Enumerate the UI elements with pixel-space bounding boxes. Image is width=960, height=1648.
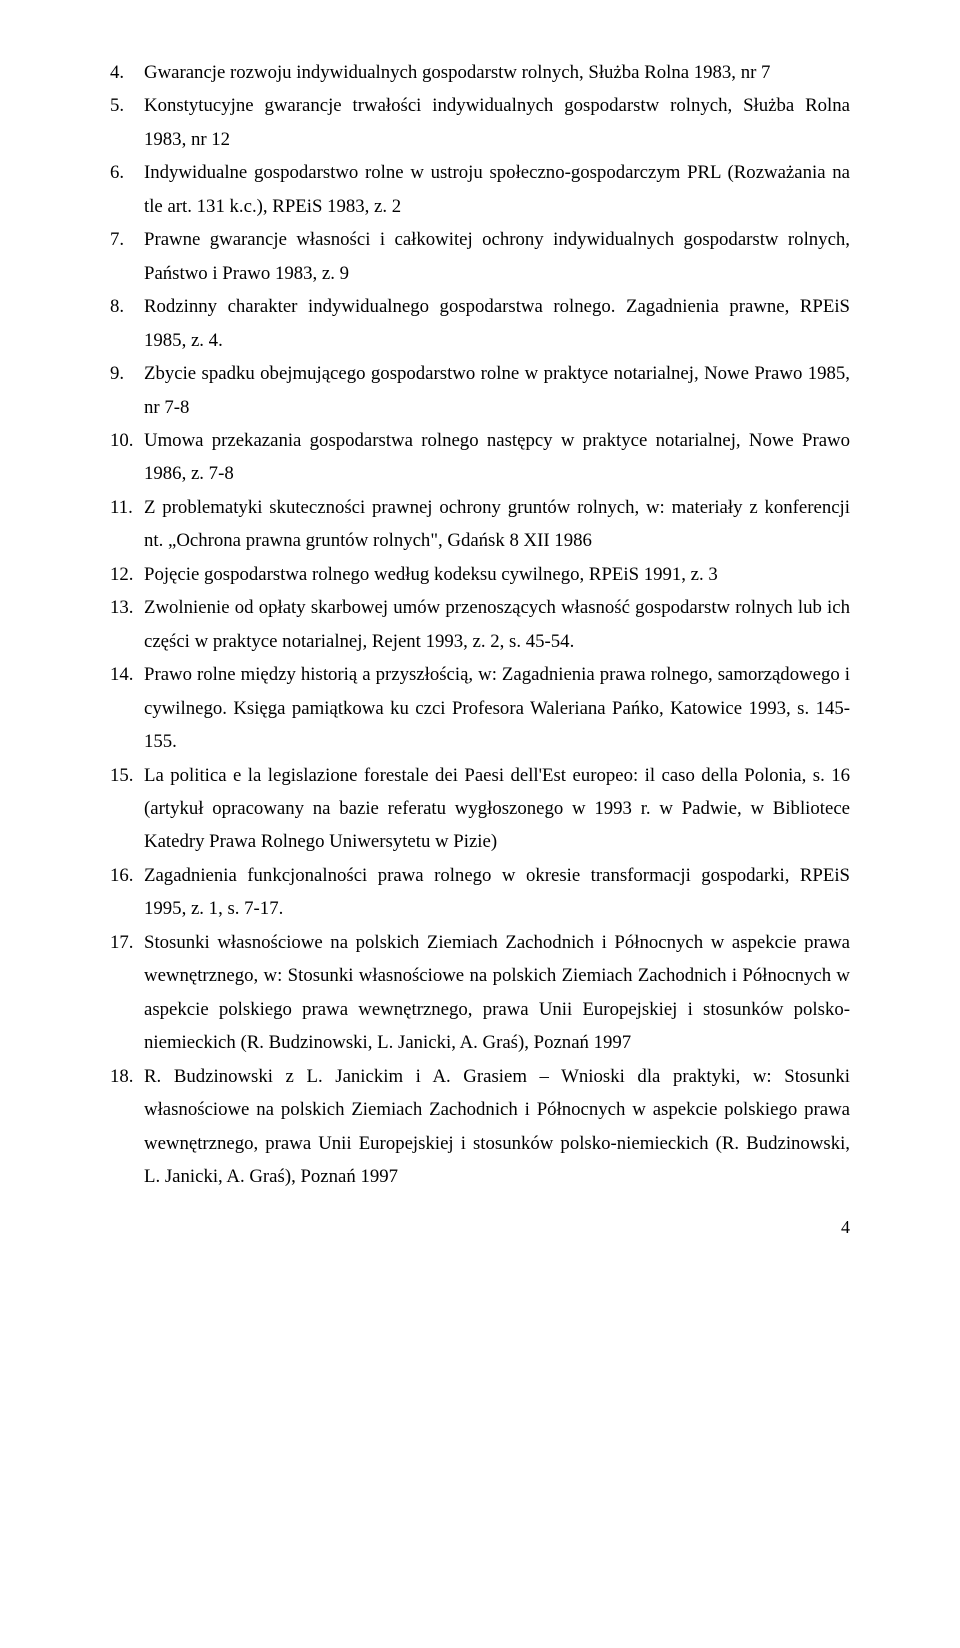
item-text: Gwarancje rozwoju indywidualnych gospoda… (144, 62, 770, 83)
list-item: 11. Z problematyki skuteczności prawnej o… (110, 491, 850, 558)
item-text: Pojęcie gospodarstwa rolnego według kode… (144, 564, 718, 585)
item-text: Prawne gwarancje własności i całkowitej … (144, 229, 850, 283)
list-item: 5. Konstytucyjne gwarancje trwałości indy… (110, 89, 850, 156)
item-number: 9. (110, 357, 124, 390)
item-text: La politica e la legislazione forestale … (144, 765, 850, 853)
item-number: 17. (110, 926, 133, 959)
item-number: 13. (110, 591, 133, 624)
list-item: 7. Prawne gwarancje własności i całkowite… (110, 223, 850, 290)
list-item: 18. R. Budzinowski z L. Janickim i A. Gra… (110, 1060, 850, 1194)
item-number: 15. (110, 759, 133, 792)
item-number: 18. (110, 1060, 133, 1093)
list-item: 8. Rodzinny charakter indywidualnego gosp… (110, 290, 850, 357)
item-number: 6. (110, 156, 124, 189)
list-item: 10. Umowa przekazania gospodarstwa rolneg… (110, 424, 850, 491)
item-text: Zagadnienia funkcjonalności prawa rolneg… (144, 865, 850, 919)
item-text: Zwolnienie od opłaty skarbowej umów prze… (144, 597, 850, 651)
item-text: Umowa przekazania gospodarstwa rolnego n… (144, 430, 850, 484)
item-number: 16. (110, 859, 133, 892)
item-text: Prawo rolne między historią a przyszłośc… (144, 664, 850, 752)
item-number: 10. (110, 424, 133, 457)
list-item: 12. Pojęcie gospodarstwa rolnego według k… (110, 558, 850, 591)
item-text: Z problematyki skuteczności prawnej ochr… (144, 497, 850, 551)
list-item: 14. Prawo rolne między historią a przyszł… (110, 658, 850, 758)
item-number: 11. (110, 491, 133, 524)
list-item: 6. Indywidualne gospodarstwo rolne w ustr… (110, 156, 850, 223)
item-number: 5. (110, 89, 124, 122)
item-number: 4. (110, 56, 124, 89)
item-text: Zbycie spadku obejmującego gospodarstwo … (144, 363, 850, 417)
item-number: 7. (110, 223, 124, 256)
item-text: Indywidualne gospodarstwo rolne w ustroj… (144, 162, 850, 216)
item-text: Konstytucyjne gwarancje trwałości indywi… (144, 95, 850, 149)
list-item: 13. Zwolnienie od opłaty skarbowej umów p… (110, 591, 850, 658)
item-number: 8. (110, 290, 124, 323)
list-item: 4. Gwarancje rozwoju indywidualnych gospo… (110, 56, 850, 89)
list-item: 16. Zagadnienia funkcjonalności prawa rol… (110, 859, 850, 926)
page-number: 4 (110, 1193, 850, 1243)
list-item: 15. La politica e la legislazione foresta… (110, 759, 850, 859)
list-item: 17. Stosunki własnościowe na polskich Zie… (110, 926, 850, 1060)
item-text: Stosunki własnościowe na polskich Ziemia… (144, 932, 850, 1053)
item-number: 14. (110, 658, 133, 691)
item-number: 12. (110, 558, 133, 591)
bibliography-list: 4. Gwarancje rozwoju indywidualnych gospo… (110, 56, 850, 1193)
document-page: 4. Gwarancje rozwoju indywidualnych gospo… (0, 0, 960, 1283)
list-item: 9. Zbycie spadku obejmującego gospodarstw… (110, 357, 850, 424)
item-text: Rodzinny charakter indywidualnego gospod… (144, 296, 850, 350)
item-text: R. Budzinowski z L. Janickim i A. Grasie… (144, 1066, 850, 1187)
